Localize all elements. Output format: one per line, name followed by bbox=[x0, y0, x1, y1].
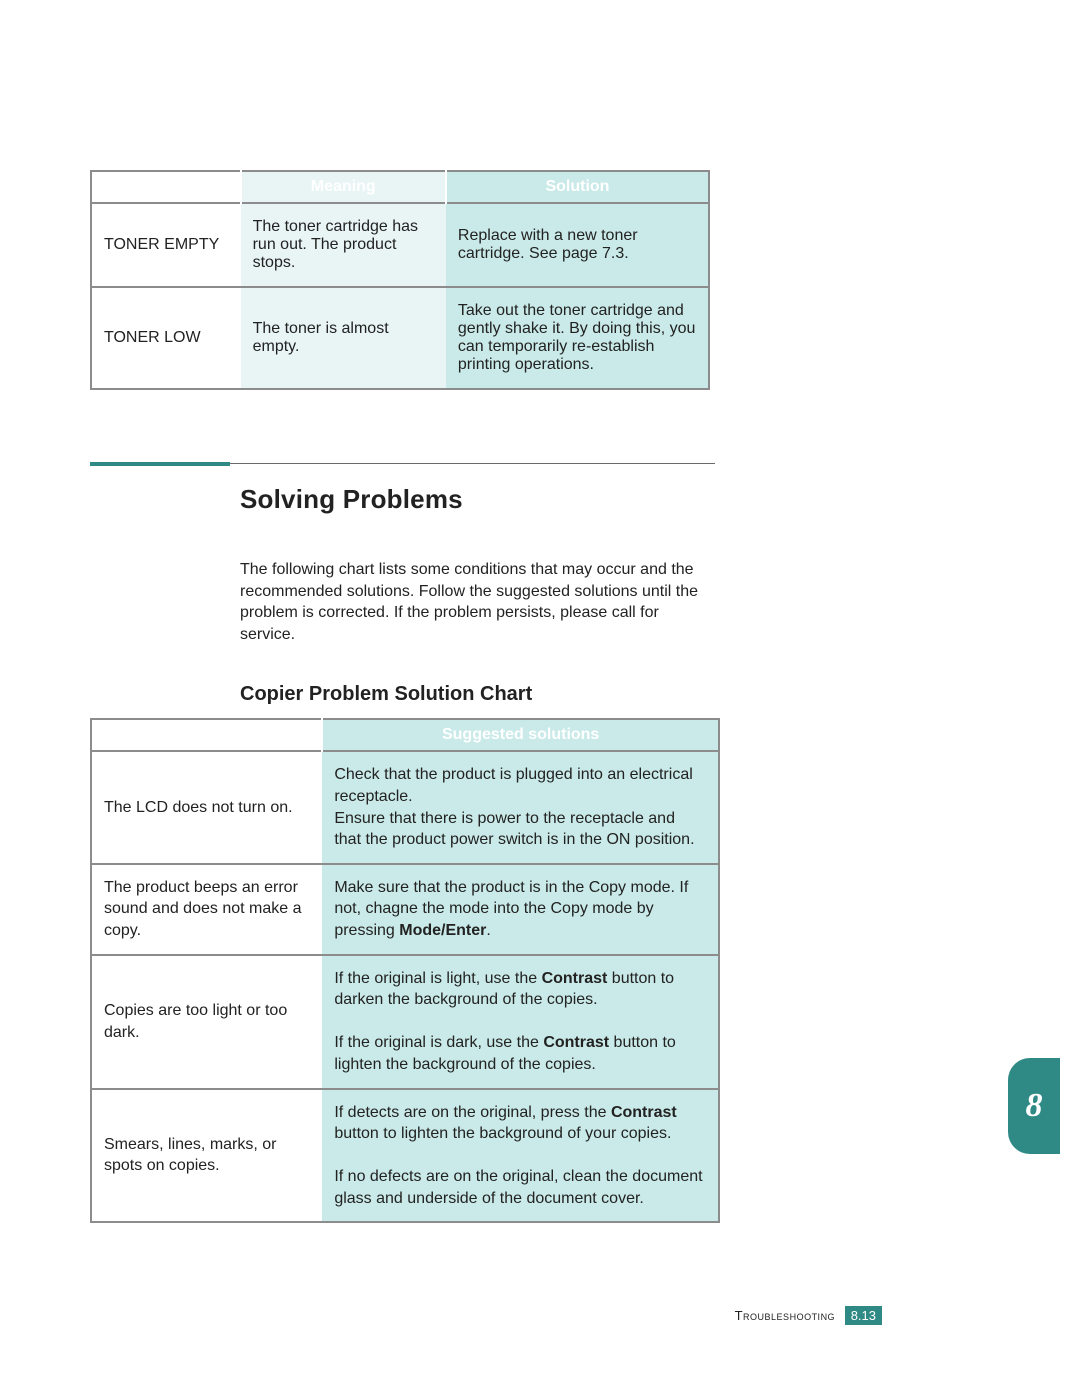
table-header-row: Display Meaning Solution bbox=[91, 171, 709, 203]
table-row: TONER EMPTY The toner cartridge has run … bbox=[91, 203, 709, 287]
cell-meaning: The toner is almost empty. bbox=[241, 287, 446, 389]
subsection-heading: Copier Problem Solution Chart bbox=[240, 683, 1005, 706]
intro-paragraph: The following chart lists some condition… bbox=[240, 559, 710, 645]
cell-solution: Take out the toner cartridge and gently … bbox=[446, 287, 709, 389]
chapter-number: 8 bbox=[1026, 1087, 1043, 1125]
table-row: The product beeps an error sound and doe… bbox=[91, 864, 719, 955]
cell-condition: The LCD does not turn on. bbox=[91, 751, 322, 863]
cell-condition: Smears, lines, marks, or spots on copies… bbox=[91, 1089, 322, 1223]
footer-page-number: 8.13 bbox=[845, 1306, 882, 1325]
cell-solution: Replace with a new toner cartridge. See … bbox=[446, 203, 709, 287]
table-header-row: Condition Suggested solutions bbox=[91, 719, 719, 751]
footer-section-label: Troubleshooting bbox=[735, 1308, 835, 1323]
col-condition: Condition bbox=[91, 719, 322, 751]
cell-condition: Copies are too light or too dark. bbox=[91, 955, 322, 1089]
col-display: Display bbox=[91, 171, 241, 203]
document-page: Display Meaning Solution TONER EMPTY The… bbox=[0, 0, 1080, 1397]
cell-display: TONER EMPTY bbox=[91, 203, 241, 287]
table-row: TONER LOW The toner is almost empty. Tak… bbox=[91, 287, 709, 389]
col-suggested: Suggested solutions bbox=[322, 719, 719, 751]
col-solution: Solution bbox=[446, 171, 709, 203]
cell-display: TONER LOW bbox=[91, 287, 241, 389]
cell-meaning: The toner cartridge has run out. The pro… bbox=[241, 203, 446, 287]
table-row: Copies are too light or too dark. If the… bbox=[91, 955, 719, 1089]
section-heading: Solving Problems bbox=[240, 484, 1005, 515]
chapter-tab: 8 bbox=[1008, 1058, 1060, 1154]
cell-suggested: If the original is light, use the Contra… bbox=[322, 955, 719, 1089]
cell-suggested: Check that the product is plugged into a… bbox=[322, 751, 719, 863]
copier-problem-table: Condition Suggested solutions The LCD do… bbox=[90, 718, 720, 1223]
cell-suggested: If detects are on the original, press th… bbox=[322, 1089, 719, 1223]
section-divider bbox=[90, 462, 715, 466]
table-row: The LCD does not turn on. Check that the… bbox=[91, 751, 719, 863]
cell-suggested: Make sure that the product is in the Cop… bbox=[322, 864, 719, 955]
table-row: Smears, lines, marks, or spots on copies… bbox=[91, 1089, 719, 1223]
toner-messages-table: Display Meaning Solution TONER EMPTY The… bbox=[90, 170, 710, 390]
page-footer: Troubleshooting 8.13 bbox=[735, 1306, 882, 1325]
cell-condition: The product beeps an error sound and doe… bbox=[91, 864, 322, 955]
col-meaning: Meaning bbox=[241, 171, 446, 203]
